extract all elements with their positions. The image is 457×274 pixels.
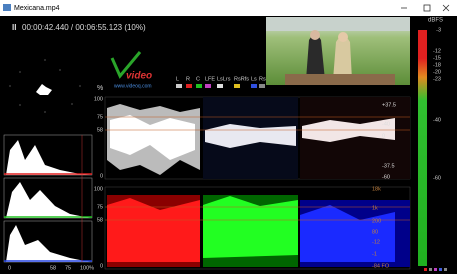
phase-scale-label: -40 [382, 121, 390, 127]
histogram-scale-label: 75 [65, 265, 71, 271]
channel-label: R [186, 76, 190, 82]
pause-icon[interactable]: II [12, 23, 16, 32]
logo-url: www.videoq.com [114, 83, 152, 89]
window-title: Mexicana.mp4 [14, 5, 60, 12]
meter-scale-label: -18 [433, 62, 441, 68]
page: { "window": {"title": "Mexicana.mp4"}, "… [0, 0, 457, 274]
audio-meter [418, 30, 427, 266]
rgb-parade [105, 187, 410, 269]
phase-scale-label: +37.5 [382, 102, 396, 108]
meter-scale-label: -40 [433, 117, 441, 123]
channel-label: L [176, 76, 179, 82]
waveform-scale-label: 100 [94, 186, 103, 192]
channel-swatch [186, 84, 192, 88]
freq-scale-label: -12 [372, 239, 380, 245]
phase-scale-label: -37.5 [382, 163, 395, 169]
channel-swatch [234, 84, 240, 88]
phase-scale-label: 0 [382, 133, 385, 139]
timecode: 00:00:42.440 / 00:06:55.123 (10%) [22, 23, 146, 32]
preview-face [338, 32, 348, 42]
channel-label: Ls [251, 76, 257, 82]
app-icon [3, 4, 11, 11]
meter-scale-label: -60 [433, 175, 441, 181]
channel-label: LFE [205, 76, 215, 82]
freq-scale-label: 80 [372, 229, 378, 235]
channel-swatch [259, 84, 265, 88]
meter-scale-label: -15 [433, 55, 441, 61]
preview-sky [266, 17, 410, 31]
waveform-scale-label: 100 [94, 96, 103, 102]
histograms [4, 135, 92, 262]
waveform-scale-label: 75 [97, 114, 103, 120]
meter-unit: dBFS [428, 18, 443, 24]
app-window: Mexicana.mp4 II 00:00:42.440 / 00:06:55.… [0, 0, 457, 274]
logo-name: video [126, 71, 152, 82]
waveform-scale-label: 58 [97, 217, 103, 223]
channel-swatch [176, 84, 182, 88]
waveform-scale-label: 75 [97, 204, 103, 210]
channel-swatch [205, 84, 211, 88]
meter-scale-label: -20 [433, 69, 441, 75]
histogram-scale-label: 0 [8, 265, 11, 271]
title-bar [0, 0, 457, 16]
phase-scale-label: -60 [382, 174, 390, 180]
meter-scale-label: -12 [433, 48, 441, 54]
channel-label: C [196, 76, 200, 82]
freq-scale-label: 1k [372, 205, 378, 211]
histogram-scale-label: 58 [50, 265, 56, 271]
freq-scale-label: 200 [372, 218, 381, 224]
freq-scale-label: -1 [372, 251, 377, 257]
waveform-scale-label: 0 [100, 173, 103, 179]
histogram-scale-label: 100% [80, 265, 94, 271]
percent-label: % [97, 85, 103, 92]
freq-scale-label: -84 FO [372, 263, 390, 269]
channel-swatch [217, 84, 223, 88]
meter-scale-label: -23 [433, 76, 441, 82]
channel-label: LsLrs [217, 76, 231, 82]
meter-scale-label: -3 [436, 27, 441, 33]
waveform-scale-label: 0 [100, 263, 103, 269]
waveform-scale-label: 58 [97, 127, 103, 133]
freq-scale-label: 18k [372, 186, 381, 192]
preview-face [310, 30, 320, 40]
channel-label: Rs [259, 76, 266, 82]
luma-waveform [105, 97, 410, 179]
preview-table [285, 74, 395, 85]
channel-label: RsRfs [234, 76, 249, 82]
channel-swatch [251, 84, 257, 88]
channel-swatch [196, 84, 202, 88]
